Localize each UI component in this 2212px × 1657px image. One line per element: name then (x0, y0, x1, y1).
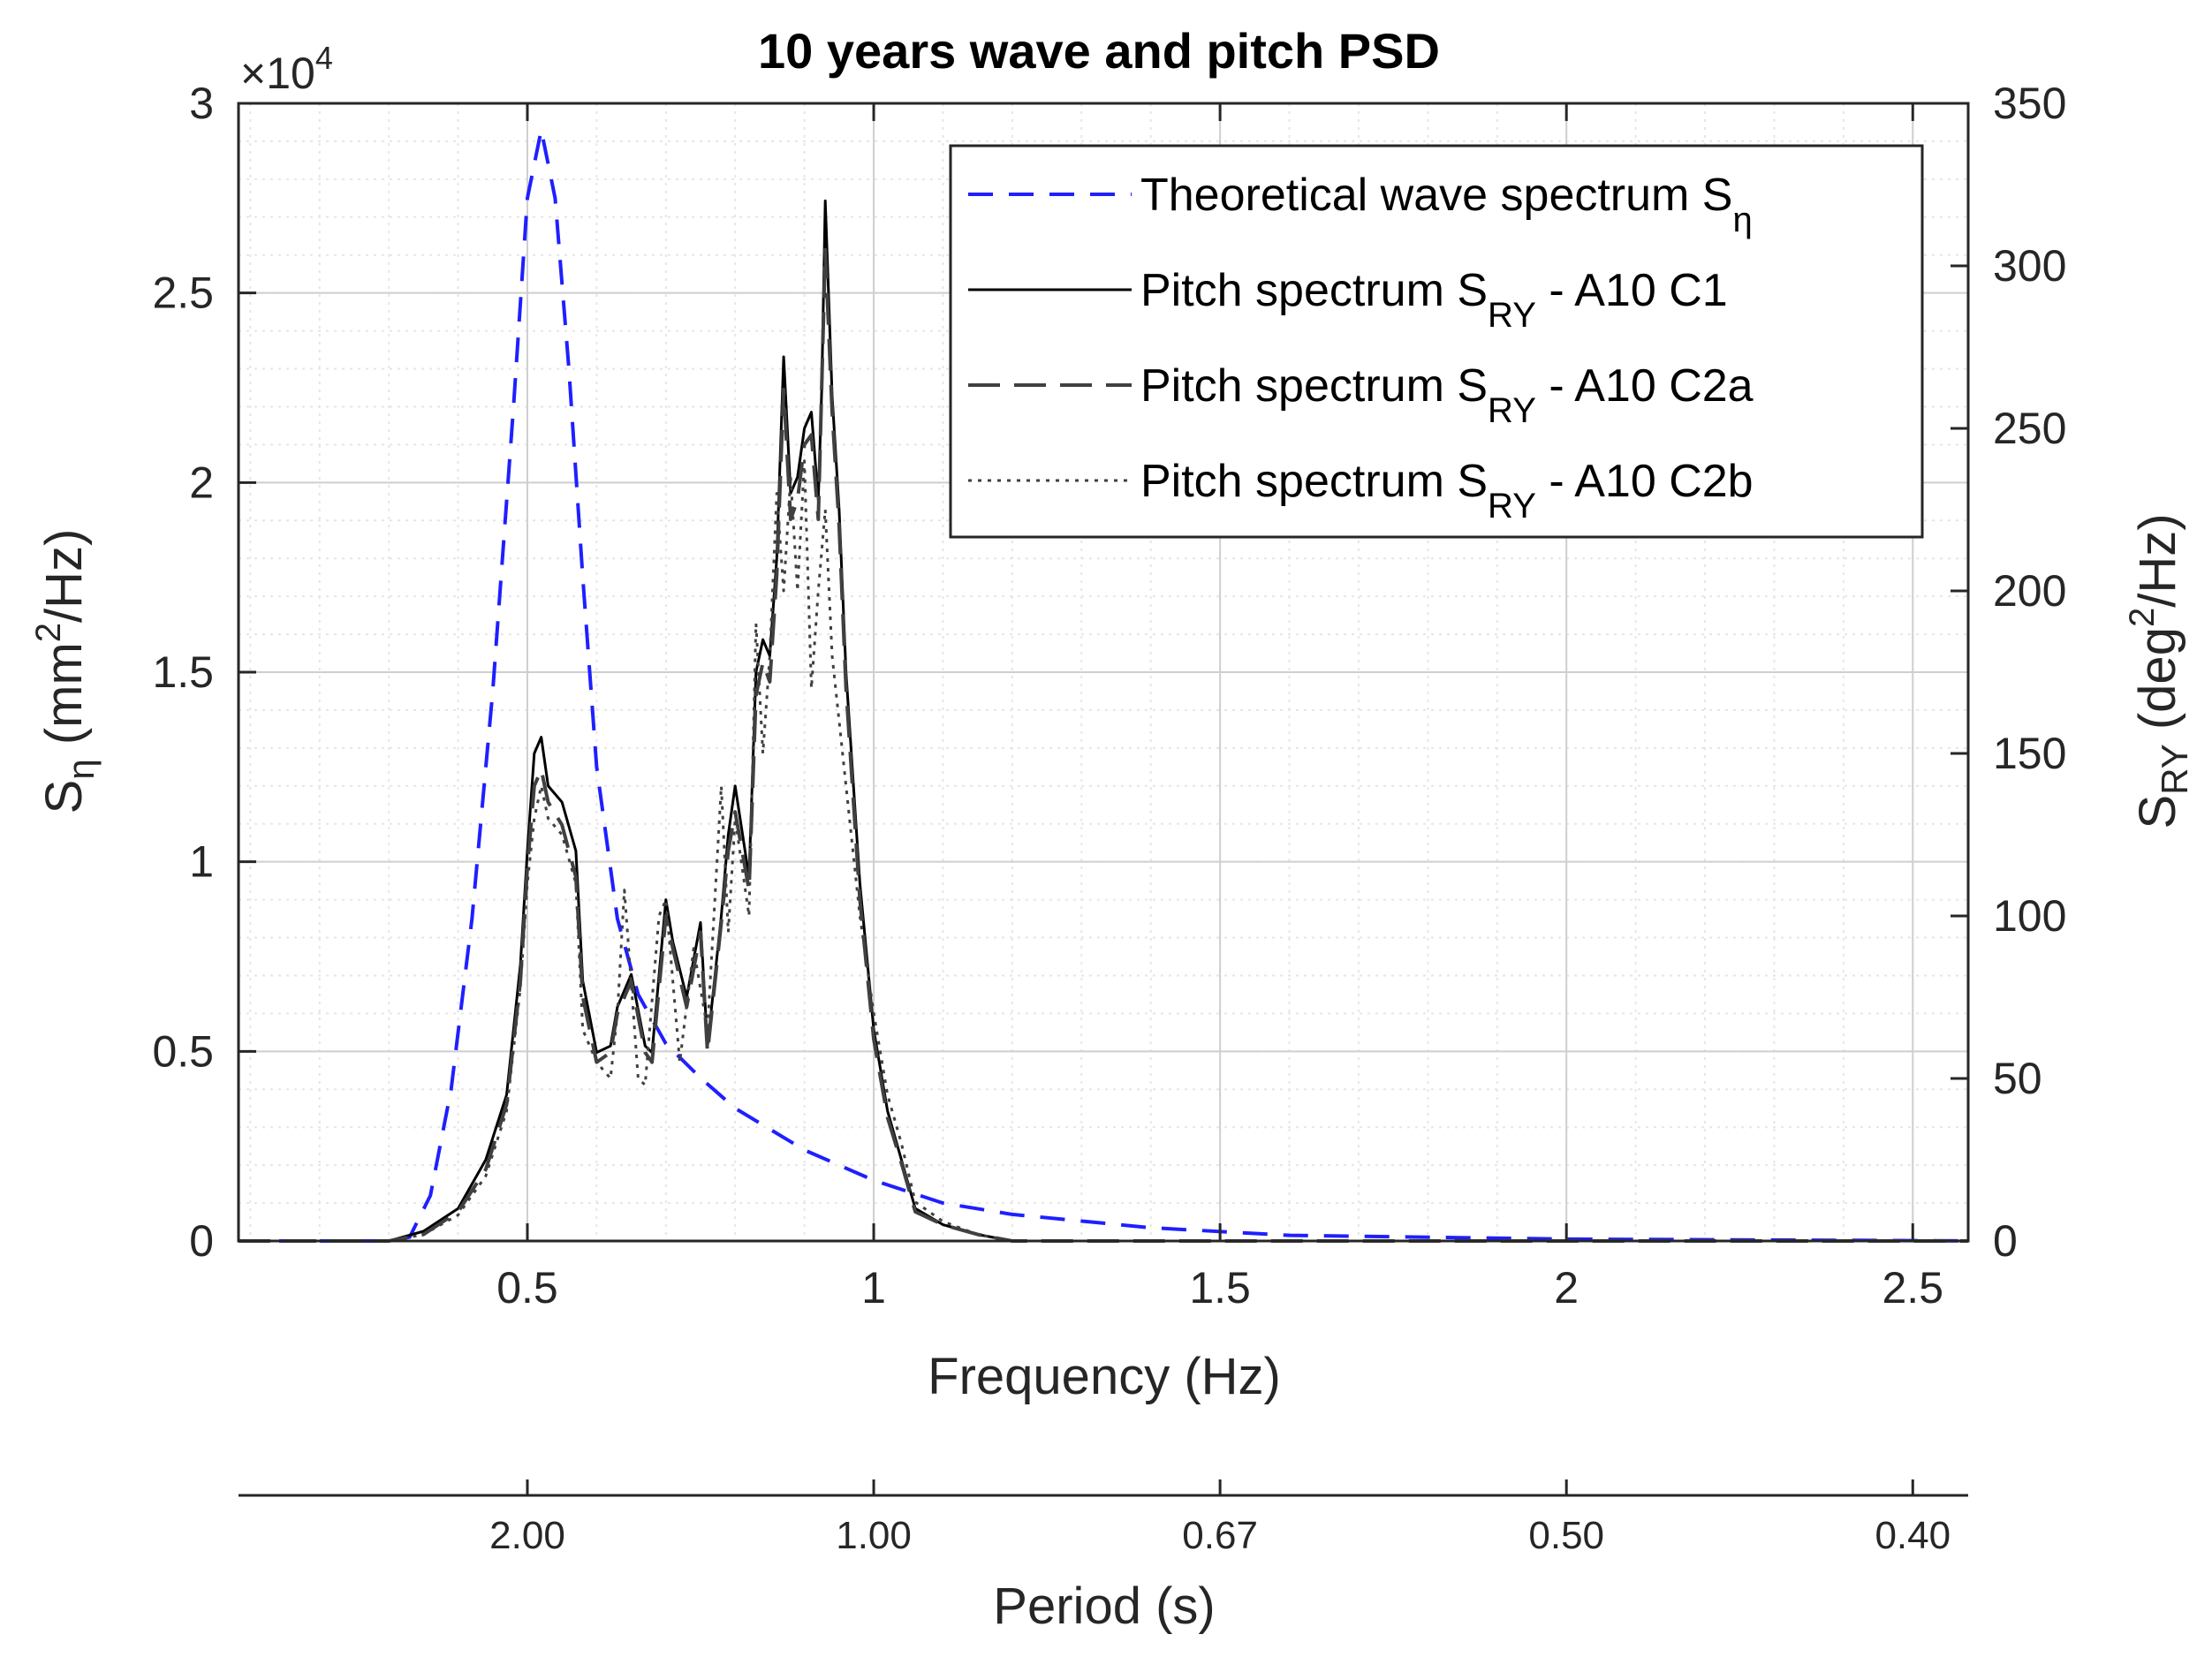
legend: Theoretical wave spectrum Sη Pitch spectr… (949, 144, 1924, 539)
period-tick-label: 0.67 (1182, 1514, 1258, 1557)
series-line-1 (239, 128, 1969, 1243)
period-tick-label: 1.00 (836, 1514, 912, 1557)
period-tick-label: 0.50 (1528, 1514, 1604, 1557)
right-tick-label: 250 (1993, 404, 2066, 453)
left-tick-label: 3 (189, 79, 214, 128)
period-tick-label: 0.40 (1875, 1514, 1951, 1557)
legend-box (949, 144, 1924, 539)
left-tick-label: 2 (189, 458, 214, 507)
left-tick-label: 1 (189, 837, 214, 887)
x-tick-label: 0.5 (496, 1263, 558, 1313)
right-axis-label: SRY (deg2/Hz) (2123, 513, 2195, 828)
x-tick-label: 1.5 (1189, 1263, 1251, 1313)
legend-entry-1: Theoretical wave spectrum Sη (1140, 170, 1753, 239)
series-line-4 (239, 459, 1968, 1243)
left-tick-label: 1.5 (152, 647, 214, 697)
right-tick-label: 150 (1993, 729, 2066, 778)
period-tick-label: 2.00 (489, 1514, 565, 1557)
period-axis-label: Period (s) (993, 1578, 1215, 1635)
x-tick-label: 2 (1554, 1263, 1579, 1313)
series-layer (239, 128, 1969, 1243)
left-tick-label: 0 (189, 1216, 214, 1266)
right-tick-label: 200 (1993, 566, 2066, 616)
x-tick-label: 1 (861, 1263, 886, 1313)
right-tick-label: 50 (1993, 1054, 2042, 1103)
chart-title: 10 years wave and pitch PSD (758, 23, 1440, 79)
axes-layer: 0.5 1 1.5 2 2.5 0 0.5 1 1.5 2 2.5 3 ×104 0 50 100 150 200… (29, 40, 2195, 1557)
x-tick-label: 2.5 (1882, 1263, 1944, 1313)
x-axis-label: Frequency (Hz) (928, 1348, 1281, 1405)
left-axis-label: Sη (mm2/Hz) (29, 529, 102, 814)
left-tick-label: 0.5 (152, 1026, 214, 1076)
legend-entry-2: Pitch spectrum SRY - A10 C1 (1140, 265, 1728, 335)
legend-entry-4: Pitch spectrum SRY - A10 C2b (1140, 456, 1754, 526)
left-tick-label: 2.5 (152, 269, 214, 318)
right-tick-label: 0 (1993, 1216, 2018, 1266)
right-tick-label: 300 (1993, 241, 2066, 291)
left-axis-exponent: ×104 (240, 40, 333, 98)
right-tick-label: 100 (1993, 891, 2066, 941)
legend-entry-3: Pitch spectrum SRY - A10 C2a (1140, 360, 1754, 430)
right-tick-label: 350 (1993, 79, 2066, 128)
